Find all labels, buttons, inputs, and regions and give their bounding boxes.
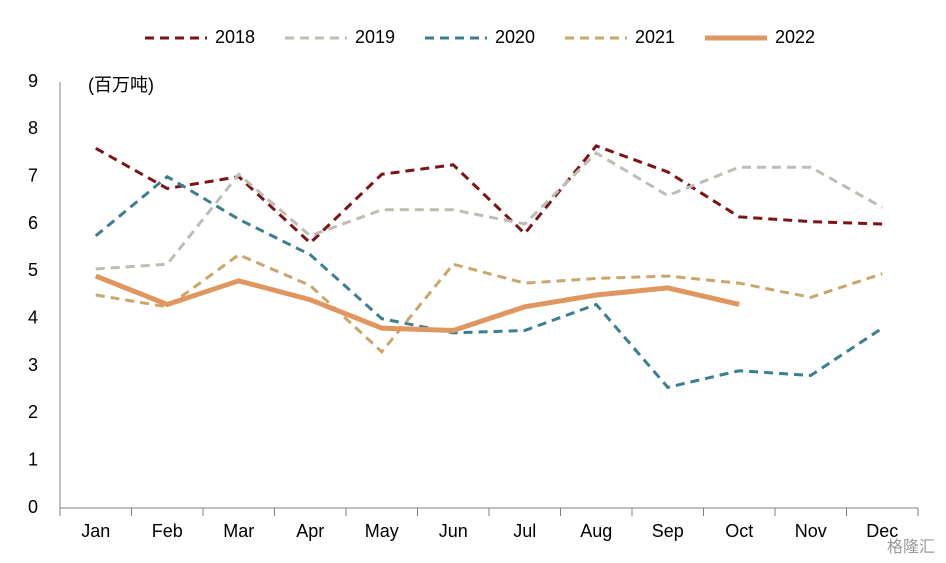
x-tick-label: Aug xyxy=(580,521,612,541)
legend-label: 2019 xyxy=(355,27,395,47)
y-tick-label: 5 xyxy=(28,260,38,280)
legend-label: 2018 xyxy=(215,27,255,47)
x-tick-label: Mar xyxy=(223,521,254,541)
x-tick-label: Jul xyxy=(513,521,536,541)
x-tick-label: Jan xyxy=(81,521,110,541)
y-tick-label: 3 xyxy=(28,355,38,375)
y-tick-label: 8 xyxy=(28,118,38,138)
series-line xyxy=(94,273,740,334)
x-tick-label: Jun xyxy=(439,521,468,541)
x-tick-label: Oct xyxy=(725,521,753,541)
x-tick-label: Nov xyxy=(795,521,827,541)
y-tick-label: 2 xyxy=(28,402,38,422)
series-line xyxy=(94,174,884,389)
x-tick-label: May xyxy=(365,521,399,541)
watermark: 格隆汇 xyxy=(887,538,935,556)
y-tick-label: 7 xyxy=(28,165,38,185)
series-line xyxy=(95,253,883,354)
x-tick-label: Sep xyxy=(652,521,684,541)
y-tick-label: 6 xyxy=(28,213,38,233)
y-tick-label: 1 xyxy=(28,449,38,469)
series-line xyxy=(95,151,883,271)
x-tick-label: Apr xyxy=(296,521,324,541)
series-line xyxy=(95,144,883,245)
legend-label: 2021 xyxy=(635,27,675,47)
legend-label: 2022 xyxy=(775,27,815,47)
y-tick-label: 0 xyxy=(28,497,38,517)
y-tick-label: 4 xyxy=(28,307,38,327)
y-axis-label: (百万吨) xyxy=(88,75,154,95)
legend-label: 2020 xyxy=(495,27,535,47)
x-tick-label: Feb xyxy=(152,521,183,541)
x-tick-label: Dec xyxy=(866,521,898,541)
y-tick-label: 9 xyxy=(28,71,38,91)
